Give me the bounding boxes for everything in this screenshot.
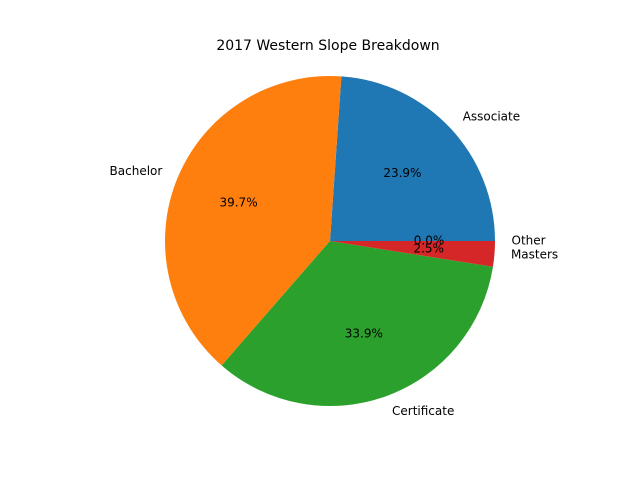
slice-label-masters: Masters <box>511 248 558 262</box>
slice-label-bachelor: Bachelor <box>110 164 163 178</box>
slice-label-other: Other <box>512 234 546 248</box>
slice-label-certificate: Certificate <box>392 404 454 418</box>
pie-slice-associate <box>330 76 495 241</box>
slice-pct-masters: 2.5% <box>413 241 444 255</box>
slice-pct-bachelor: 39.7% <box>219 196 257 210</box>
pie-slice-masters <box>330 241 495 267</box>
pie-slice-certificate <box>221 241 493 406</box>
pie-slice-bachelor <box>165 76 342 366</box>
slice-pct-other: 0.0% <box>414 234 445 248</box>
pie-slices <box>165 76 495 406</box>
slice-pct-associate: 23.9% <box>383 166 421 180</box>
chart-title: 2017 Western Slope Breakdown <box>216 38 439 54</box>
slice-pct-certificate: 33.9% <box>345 327 383 341</box>
pie-labels: Associate 23.9% Bachelor 39.7% Certificate 33… <box>110 110 559 418</box>
slice-label-associate: Associate <box>463 110 520 124</box>
